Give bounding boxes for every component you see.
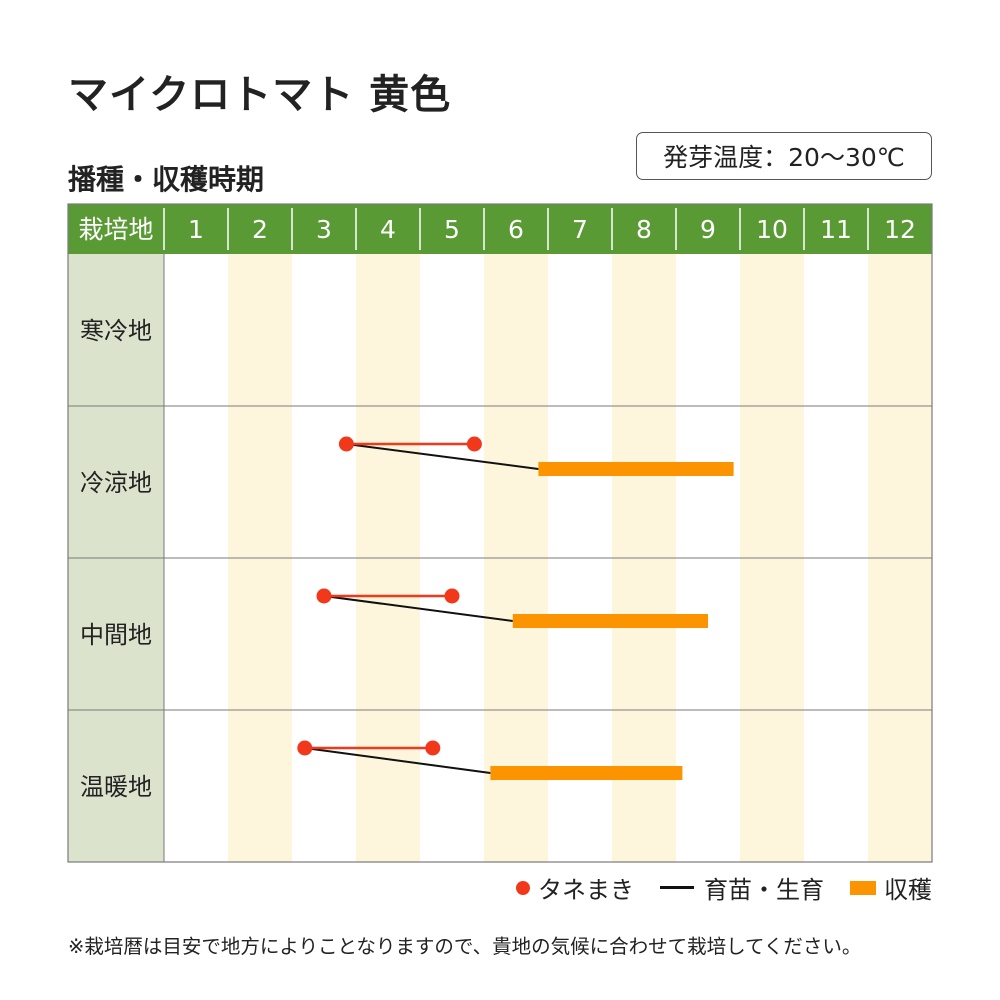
legend-sowing: タネまき [516, 870, 634, 905]
month-label-7: 7 [572, 215, 588, 244]
seedling-line-3 [323, 595, 513, 622]
sowing-dot-icon [516, 880, 530, 895]
month-label-11: 11 [820, 215, 852, 244]
chart-border [67, 203, 933, 863]
month-label-3: 3 [316, 215, 332, 244]
month-label-6: 6 [508, 215, 524, 244]
month-label-1: 1 [188, 215, 204, 244]
legend-sowing-label: タネまき [538, 876, 634, 904]
sowing-end-dot-3 [444, 588, 460, 604]
region-label-1: 寒冷地 [80, 317, 152, 345]
legend-harvest: 収穫 [850, 870, 932, 905]
month-label-5: 5 [444, 215, 460, 244]
header-label: 栽培地 [78, 215, 153, 244]
chart-legend: タネまき 育苗・生育 収穫 [490, 870, 932, 905]
footnote: ※栽培暦は目安で地方によりことなりますので、貴地の気候に合わせて栽培してください… [68, 935, 862, 958]
seedling-line-2 [346, 443, 539, 470]
legend-seedling-label: 育苗・生育 [704, 876, 824, 904]
month-label-10: 10 [756, 215, 788, 244]
harvest-bar-3 [512, 614, 708, 628]
sowing-end-dot-2 [466, 436, 482, 452]
page-title: マイクロトマト 黄色 [68, 72, 452, 118]
month-label-2: 2 [252, 215, 268, 244]
sowing-start-dot-4 [297, 740, 313, 756]
legend-harvest-label: 収穫 [884, 876, 932, 904]
seedling-line-icon [660, 886, 694, 889]
harvest-bar-2 [538, 462, 734, 476]
month-label-12: 12 [884, 215, 916, 244]
region-label-4: 温暖地 [80, 773, 152, 801]
region-label-3: 中間地 [80, 621, 152, 649]
month-label-4: 4 [380, 215, 396, 244]
month-label-8: 8 [636, 215, 652, 244]
sowing-start-dot-3 [316, 588, 332, 604]
harvest-bar-icon [850, 880, 876, 895]
region-label-2: 冷涼地 [80, 469, 152, 497]
harvest-bar-4 [490, 766, 683, 780]
chart-subtitle: 播種・収穫時期 [68, 163, 265, 196]
germination-temperature-box: 発芽温度：20〜30℃ [636, 132, 932, 180]
seedling-line-4 [304, 747, 491, 774]
sowing-end-dot-4 [425, 740, 441, 756]
header-row [68, 204, 932, 254]
sowing-start-dot-2 [338, 436, 354, 452]
legend-seedling: 育苗・生育 [660, 870, 824, 905]
month-label-9: 9 [700, 215, 716, 244]
